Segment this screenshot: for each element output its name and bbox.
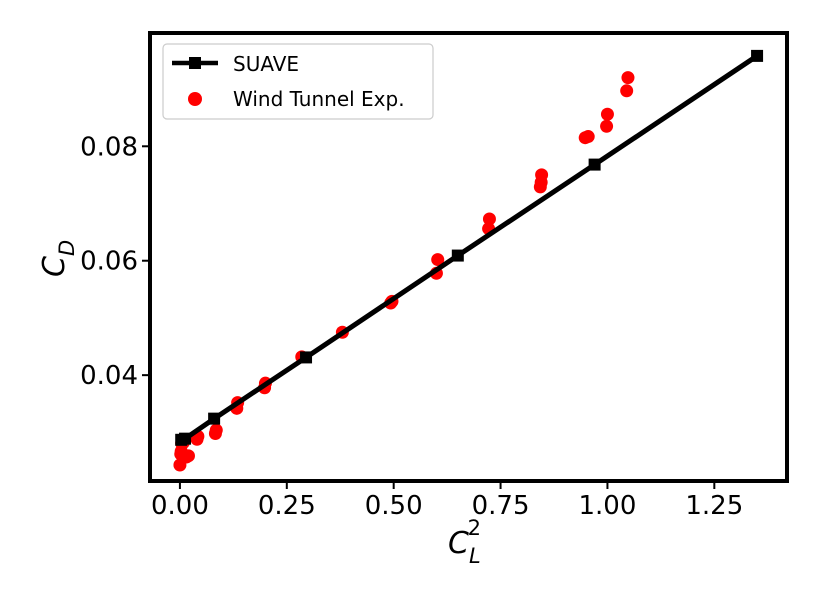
wind-tunnel-point — [181, 449, 195, 463]
x-tick-label: 0.75 — [472, 491, 530, 521]
y-tick-label: 0.04 — [80, 361, 138, 391]
legend-box — [162, 43, 434, 120]
wind-tunnel-point — [209, 423, 223, 437]
wind-tunnel-point — [600, 119, 614, 133]
wind-tunnel-point — [482, 212, 496, 226]
y-tick-label: 0.06 — [80, 247, 138, 277]
wind-tunnel-point — [535, 168, 549, 182]
plot-frame — [148, 31, 789, 483]
suave-point — [179, 432, 192, 445]
x-axis-label: CL 2 — [448, 516, 481, 568]
suave-point — [751, 49, 764, 62]
suave-point — [300, 351, 313, 364]
wind-tunnel-point — [431, 253, 445, 267]
legend-exp-marker-swatch — [188, 92, 202, 106]
x-axis-label-main: C — [448, 526, 469, 561]
wind-tunnel-point — [581, 130, 595, 144]
y-axis-label-main: C — [37, 256, 72, 277]
x-tick-label: 0.50 — [365, 491, 423, 521]
wind-tunnel-point — [600, 107, 614, 121]
suave-point — [451, 249, 464, 262]
x-tick-label: 1.25 — [685, 491, 743, 521]
legend: SUAVE Wind Tunnel Exp. — [162, 43, 434, 120]
wind-tunnel-point — [620, 84, 634, 98]
x-tick-label: 1.00 — [578, 491, 636, 521]
suave-point — [208, 412, 221, 425]
y-tick-label: 0.08 — [80, 132, 138, 162]
x-tick-label: 0.00 — [151, 491, 209, 521]
y-axis-label-subscript: D — [55, 240, 79, 256]
x-axis-label-subscript: L — [469, 544, 481, 568]
wind-tunnel-point — [621, 71, 635, 85]
suave-point — [588, 158, 601, 171]
x-tick-label: 0.25 — [258, 491, 316, 521]
y-axis-label: CD — [37, 240, 79, 277]
legend-suave-marker-swatch — [189, 57, 201, 69]
legend-label-wind-tunnel: Wind Tunnel Exp. — [233, 87, 405, 111]
legend-label-suave: SUAVE — [233, 52, 299, 76]
plot-data-layer — [173, 49, 764, 472]
x-axis-label-superscript: 2 — [468, 516, 481, 540]
ticks-layer: 0.00 0.25 0.50 0.75 1.00 1.25 0.04 0.06 0.08 — [80, 132, 743, 521]
